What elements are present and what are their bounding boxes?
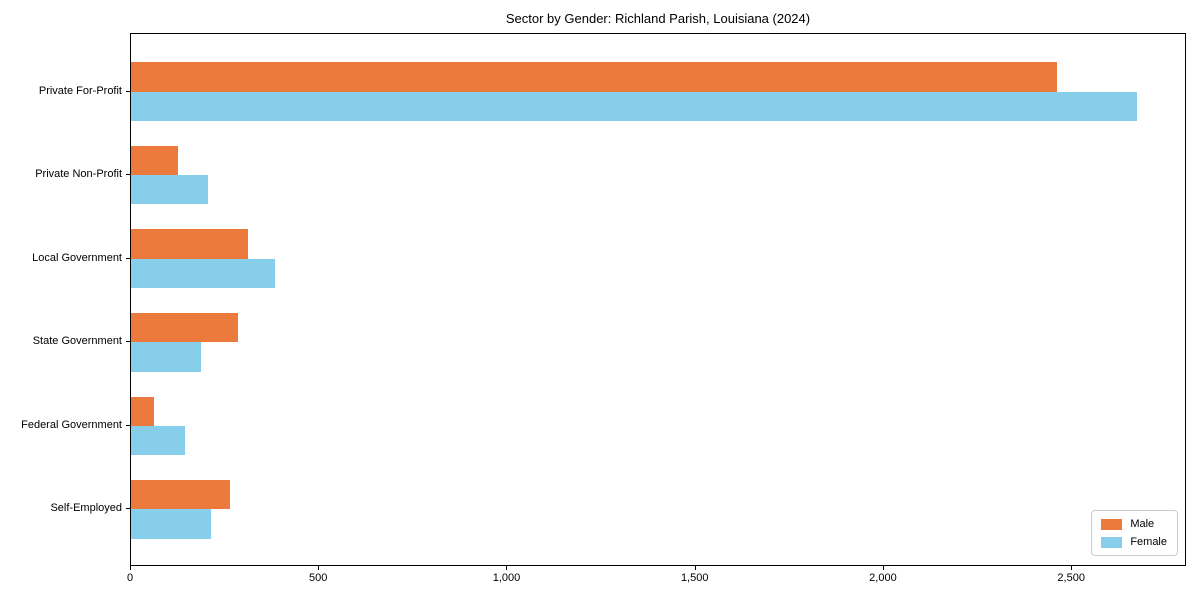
y-tick-label: Private Non-Profit [35, 168, 122, 181]
x-tick-mark [130, 566, 131, 570]
legend-label: Female [1130, 536, 1167, 548]
legend-swatch-male [1101, 518, 1123, 530]
y-tick-mark [126, 174, 130, 176]
legend-swatch-female [1101, 536, 1123, 548]
bar-male-4 [131, 396, 155, 426]
x-tick-label: 2,500 [1057, 572, 1085, 584]
bar-male-3 [131, 313, 239, 343]
bar-female-5 [131, 509, 212, 539]
bar-female-4 [131, 425, 185, 456]
plot-area: Male Female [130, 33, 1186, 566]
y-tick-label: Private For-Profit [38, 84, 122, 97]
y-tick-label: Federal Government [21, 418, 122, 431]
y-tick-mark [126, 341, 130, 343]
chart-title: Sector by Gender: Richland Parish, Louis… [505, 11, 811, 26]
y-tick-mark [126, 508, 130, 510]
x-tick-label: 2,000 [869, 572, 897, 584]
bar-female-2 [131, 258, 276, 288]
y-tick-mark [126, 424, 130, 426]
x-tick-label: 0 [126, 572, 134, 584]
legend-label: Male [1130, 518, 1155, 530]
y-tick-label: State Government [32, 335, 122, 348]
x-tick-mark [506, 566, 508, 570]
legend-item-female: Female [1101, 536, 1167, 548]
bar-male-5 [131, 480, 231, 510]
y-tick-label: Local Government [32, 251, 122, 264]
x-tick-mark [1071, 566, 1073, 570]
legend: Male Female [1091, 510, 1178, 556]
bar-female-3 [131, 342, 202, 372]
bar-female-1 [131, 175, 209, 205]
x-tick-label: 500 [309, 572, 328, 584]
x-tick-mark [694, 566, 696, 570]
y-tick-mark [126, 90, 130, 92]
y-tick-mark [126, 257, 130, 259]
bar-male-1 [131, 145, 178, 176]
x-tick-mark [882, 566, 884, 570]
bar-male-0 [131, 62, 1058, 92]
legend-item-male: Male [1101, 518, 1167, 530]
y-tick-label: Self-Employed [50, 502, 122, 515]
bar-female-0 [131, 91, 1137, 121]
bar-male-2 [131, 229, 248, 259]
x-tick-label: 1,500 [680, 572, 709, 584]
x-tick-mark [318, 566, 320, 570]
x-tick-label: 1,000 [492, 572, 521, 584]
